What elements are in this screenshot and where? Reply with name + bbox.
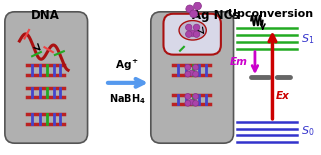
Circle shape (186, 24, 192, 31)
Text: Em: Em (230, 57, 248, 67)
Text: Ag NCs: Ag NCs (192, 9, 240, 22)
Circle shape (185, 93, 191, 99)
FancyBboxPatch shape (163, 14, 221, 55)
Circle shape (186, 31, 192, 37)
Circle shape (189, 70, 195, 76)
Text: Ex: Ex (275, 91, 289, 102)
Text: $\mathbf{NaBH_4}$: $\mathbf{NaBH_4}$ (109, 93, 146, 106)
FancyBboxPatch shape (5, 12, 88, 143)
Circle shape (185, 100, 191, 106)
Text: $S_0$: $S_0$ (301, 125, 314, 138)
Text: Upconversion: Upconversion (228, 9, 313, 19)
Circle shape (189, 30, 196, 36)
Circle shape (193, 71, 198, 77)
Circle shape (185, 64, 191, 70)
Circle shape (185, 71, 191, 77)
Circle shape (193, 64, 198, 70)
Circle shape (194, 2, 201, 10)
Circle shape (190, 10, 197, 18)
Text: DNA: DNA (31, 9, 60, 22)
Circle shape (193, 100, 198, 106)
FancyBboxPatch shape (151, 12, 234, 143)
Ellipse shape (179, 21, 206, 40)
Text: $S_1$: $S_1$ (301, 32, 314, 46)
Text: $\mathbf{Ag^+}$: $\mathbf{Ag^+}$ (115, 58, 140, 73)
Circle shape (189, 99, 195, 105)
Circle shape (193, 93, 198, 99)
Circle shape (186, 5, 194, 13)
Circle shape (193, 31, 200, 37)
Circle shape (193, 24, 200, 31)
